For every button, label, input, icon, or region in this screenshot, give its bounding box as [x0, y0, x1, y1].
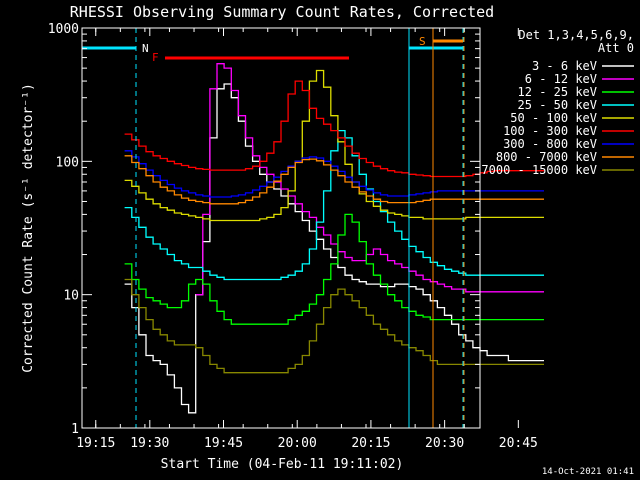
y-tick-label: 1: [71, 422, 79, 437]
series-line-5: [124, 69, 544, 222]
series-line-3: [124, 213, 544, 325]
x-tick-label: 20:45: [499, 436, 538, 451]
series-line-6: [124, 80, 544, 178]
flare-marker-label: F: [152, 51, 159, 64]
legend-header: Det 1,3,4,5,6,9,: [518, 28, 634, 42]
x-axis-ticks: 19:15 19:30 19:45 20:00 20:15 20:30 20:45: [76, 28, 538, 451]
y-tick-label: 10: [63, 289, 79, 304]
x-tick-label: 20:15: [351, 436, 390, 451]
legend-label: 6 - 12 keV: [525, 72, 597, 86]
x-tick-label: 20:00: [278, 436, 317, 451]
legend-label: 7000 - 15000 keV: [481, 163, 597, 177]
y-tick-label: 100: [56, 155, 79, 170]
x-tick-label: 20:30: [425, 436, 464, 451]
x-axis-label: Start Time (04-Feb-11 19:11:02): [161, 457, 404, 472]
legend-subheader: Att 0: [598, 41, 634, 55]
legend-label: 25 - 50 keV: [518, 98, 597, 112]
timestamp: 14-Oct-2021 01:41: [542, 467, 634, 477]
series-line-1: [124, 83, 544, 414]
y-axis-ticks: 1 10 100 1000: [48, 22, 480, 437]
x-tick-label: 19:15: [76, 436, 115, 451]
legend-label: 800 - 7000 keV: [496, 150, 597, 164]
y-axis-label: Corrected Count Rate (s⁻¹ detector⁻¹): [21, 83, 36, 373]
legend-label: 3 - 6 keV: [532, 59, 597, 73]
saa-marker-label: S: [419, 35, 426, 48]
legend-label: 300 - 800 keV: [503, 137, 597, 151]
legend-label: 12 - 25 keV: [518, 85, 597, 99]
x-tick-label: 19:30: [130, 436, 169, 451]
series-line-4: [124, 129, 544, 281]
chart-title: RHESSI Observing Summary Count Rates, Co…: [70, 3, 494, 21]
x-tick-label: 19:45: [204, 436, 243, 451]
night-marker-label: N: [142, 42, 149, 55]
plot-frame: [81, 27, 481, 429]
marker-layer: NF S: [82, 28, 465, 428]
series-line-7: [124, 150, 544, 198]
legend-label: 100 - 300 keV: [503, 124, 597, 138]
series-line-2: [195, 63, 544, 296]
series-line-8: [124, 155, 544, 205]
legend-label: 50 - 100 keV: [510, 111, 597, 125]
y-tick-label: 1000: [48, 22, 79, 37]
series-layer: [124, 63, 544, 414]
series-line-9: [124, 278, 544, 374]
